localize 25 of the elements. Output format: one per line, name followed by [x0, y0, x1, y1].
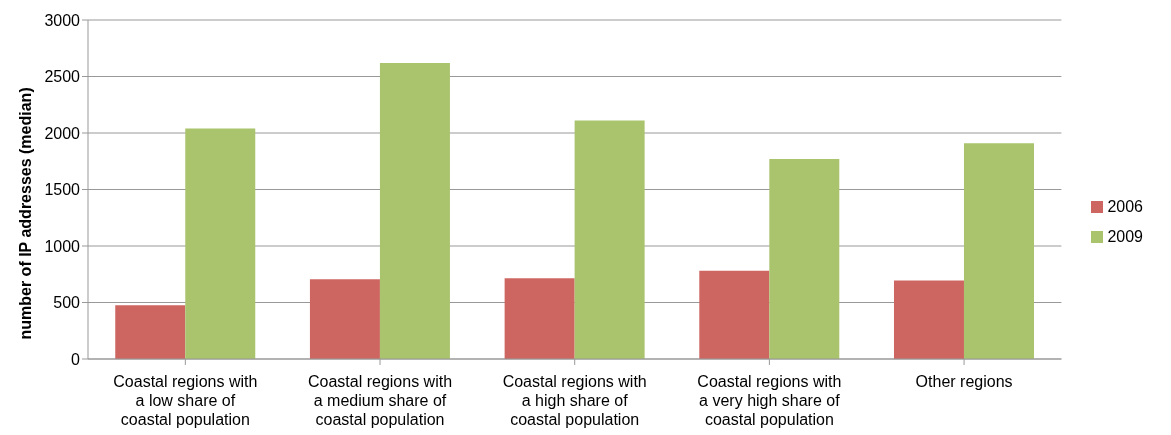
- y-tick-label: 500: [53, 294, 81, 312]
- x-tick-label: Coastal regions with a low share of coastal population: [113, 373, 258, 429]
- bar: [699, 270, 770, 359]
- legend-label: 2006: [1107, 197, 1143, 215]
- bar: [309, 279, 380, 359]
- y-tick-label: 1000: [44, 237, 81, 255]
- bar: [963, 143, 1034, 359]
- bar: [574, 120, 645, 359]
- x-tick-label: Coastal regions with a medium share of coastal population: [307, 373, 453, 429]
- y-tick-label: 2000: [44, 124, 81, 142]
- legend-label: 2009: [1107, 227, 1143, 245]
- y-tick-label: 1500: [44, 181, 81, 199]
- x-tick-label: Coastal regions with a high share of coastal population: [502, 373, 647, 429]
- x-tick-label: Coastal regions with a very high share of coastal population: [697, 373, 842, 429]
- bar: [115, 305, 186, 359]
- y-tick-label: 3000: [44, 11, 81, 29]
- bar: [185, 128, 256, 359]
- y-tick-label: 2500: [44, 68, 81, 86]
- bar: [769, 158, 840, 359]
- y-axis-title: number of IP addresses (median): [16, 87, 34, 340]
- y-tick-label: 0: [71, 350, 81, 368]
- x-tick-label: Other regions: [915, 373, 1013, 390]
- bar: [504, 278, 575, 359]
- bar: [379, 62, 450, 359]
- bar: [893, 280, 964, 359]
